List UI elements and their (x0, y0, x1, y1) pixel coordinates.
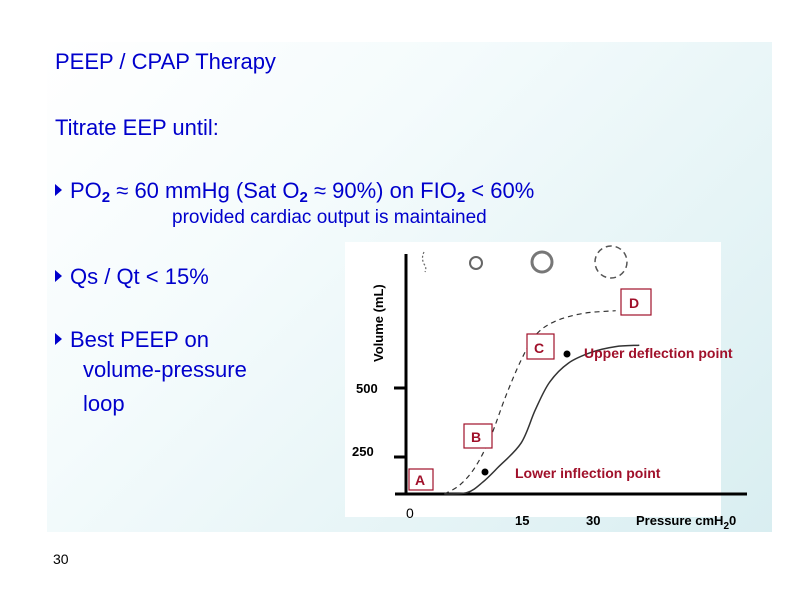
bullet-best-peep-line2: volume-pressure (83, 357, 247, 382)
deflation-curve-solid (444, 344, 640, 495)
small-alveolus-icon (469, 256, 483, 270)
bullet-best-peep: Best PEEP on (55, 327, 209, 353)
bullet-arrow-icon (55, 184, 62, 196)
y-tick-label-500: 500 (356, 381, 378, 396)
collapsed-alveolus-icon (421, 251, 427, 273)
svg-text:D: D (629, 295, 639, 311)
inflation-curve-dashed (444, 310, 616, 495)
medium-alveolus-icon (530, 250, 554, 274)
x-tick-label-15: 15 (515, 513, 529, 528)
svg-text:B: B (471, 429, 481, 445)
alveolus-icons (421, 245, 628, 279)
slide-subtitle: Titrate EEP until: (55, 115, 219, 140)
chart-background (345, 242, 721, 517)
upper-deflection-point-label: Upper deflection point (584, 345, 733, 361)
zone-box-d: D (620, 288, 652, 316)
x-tick-label-30: 30 (586, 513, 600, 528)
svg-text:A: A (415, 472, 425, 488)
y-tick-label-250: 250 (352, 444, 374, 459)
origin-label: 0 (406, 505, 414, 521)
bullet-po2: PO2 ≈ 60 mmHg (Sat O2 ≈ 90%) on FIO2 < 6… (55, 178, 534, 211)
bullet-arrow-icon (55, 333, 62, 345)
bullet-best-peep-line3: loop (83, 391, 125, 416)
zone-box-a: A (408, 468, 434, 491)
zone-box-b: B (463, 423, 493, 449)
bullet-qs-qt: Qs / Qt < 15% (55, 264, 209, 290)
x-axis-label: Pressure cmH20 (636, 513, 736, 532)
y-axis-label: Volume (mL) (371, 284, 386, 362)
page-number: 30 (53, 551, 69, 567)
lower-inflection-point-marker (481, 468, 489, 476)
svg-text:C: C (534, 340, 544, 356)
overdistended-alveolus-icon (594, 245, 628, 279)
zone-box-c: C (526, 333, 555, 360)
slide-title: PEEP / CPAP Therapy (55, 49, 276, 74)
upper-deflection-point-marker (563, 350, 571, 358)
bullet-po2-note: provided cardiac output is maintained (172, 207, 487, 228)
lower-inflection-point-label: Lower inflection point (515, 465, 661, 481)
bullet-arrow-icon (55, 270, 62, 282)
